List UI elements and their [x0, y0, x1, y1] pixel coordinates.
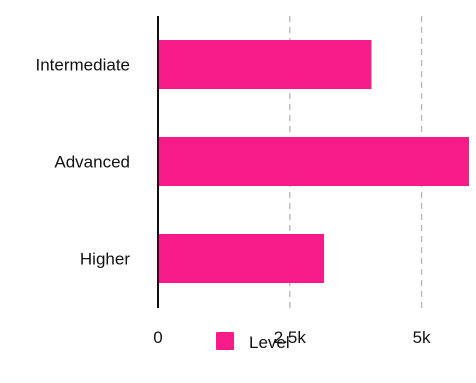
x-tick-label-1: 2.5k — [274, 328, 307, 347]
bar-intermediate — [158, 40, 372, 89]
bar-higher — [158, 234, 325, 283]
x-tick-label-0: 0 — [153, 328, 162, 347]
category-label-advanced: Advanced — [54, 153, 130, 172]
category-label-higher: Higher — [80, 250, 130, 269]
x-tick-label-2: 5k — [413, 328, 431, 347]
legend-swatch — [216, 332, 234, 350]
bar-advanced — [158, 137, 469, 186]
axes: Intermediate Advanced Higher 0 2.5k 5k — [36, 16, 431, 347]
bars — [158, 40, 469, 283]
category-label-intermediate: Intermediate — [36, 56, 131, 75]
legend-label: Level — [249, 333, 290, 352]
legend: Level — [216, 332, 290, 352]
